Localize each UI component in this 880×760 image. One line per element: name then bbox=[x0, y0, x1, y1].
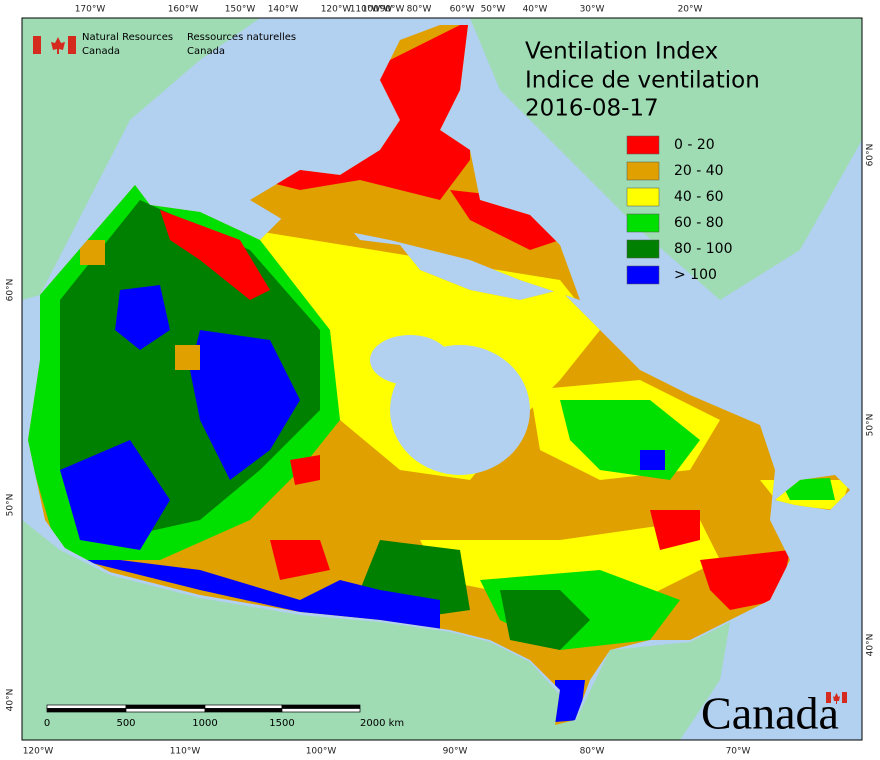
graticule-label: 40°W bbox=[523, 5, 548, 15]
graticule-label: 80°W bbox=[407, 5, 432, 15]
graticule-label: 160°W bbox=[168, 5, 199, 15]
graticule-label: 50°W bbox=[481, 5, 506, 15]
legend-swatch bbox=[626, 239, 660, 259]
agency-en: Canada bbox=[82, 46, 120, 57]
zone bbox=[190, 330, 300, 480]
zone bbox=[175, 345, 200, 370]
title: Ventilation Index bbox=[525, 39, 718, 65]
scale-bar-label: 0 bbox=[44, 718, 50, 729]
zone bbox=[640, 450, 665, 470]
scale-bar-label: 500 bbox=[116, 718, 135, 729]
legend-label: 40 - 60 bbox=[674, 189, 724, 205]
legend-swatch bbox=[626, 213, 660, 233]
scale-bar-segment bbox=[281, 708, 361, 713]
scale-bar-label: 1000 bbox=[192, 718, 217, 729]
flag-bar bbox=[33, 36, 41, 54]
graticule-label: 120°W bbox=[23, 747, 54, 757]
zone bbox=[80, 240, 105, 265]
flag-leaf bbox=[51, 37, 65, 54]
date: 2016-08-17 bbox=[525, 96, 659, 122]
graticule-label: 80°W bbox=[580, 747, 605, 757]
legend-swatch bbox=[626, 187, 660, 207]
legend-swatch bbox=[626, 161, 660, 181]
scale-bar-segment bbox=[204, 704, 283, 709]
graticule-label: 50°N bbox=[6, 494, 16, 517]
scale-bar-segment bbox=[46, 704, 127, 709]
zone bbox=[80, 560, 440, 630]
zone bbox=[270, 540, 330, 580]
usa bbox=[22, 520, 730, 740]
legend-swatch bbox=[626, 135, 660, 155]
graticule-label: 50°N bbox=[866, 414, 876, 437]
scale-bar-segment bbox=[125, 704, 206, 709]
scale-bar-segment bbox=[125, 708, 206, 713]
legend-label: > 100 bbox=[674, 267, 717, 283]
graticule-label: 170°W bbox=[75, 5, 106, 15]
graticule-label: 30°W bbox=[580, 5, 605, 15]
wordmark-leaf bbox=[833, 693, 840, 704]
graticule-label: 150°W bbox=[225, 5, 256, 15]
greenland bbox=[470, 18, 862, 300]
zone bbox=[60, 440, 170, 550]
graticule-label: 40°N bbox=[6, 689, 16, 712]
wordmark-flag bbox=[842, 692, 847, 703]
zone bbox=[700, 550, 790, 610]
graticule-label: 90°W bbox=[443, 747, 468, 757]
hudson-bay-north bbox=[370, 335, 450, 385]
legend-label: 0 - 20 bbox=[674, 137, 715, 153]
agency-fr: Canada bbox=[187, 46, 225, 57]
graticule-label: 110°W bbox=[170, 747, 201, 757]
legend-label: 20 - 40 bbox=[674, 163, 724, 179]
graticule-label: 100°W bbox=[306, 747, 337, 757]
scale-bar-segment bbox=[281, 704, 361, 709]
zone bbox=[555, 680, 585, 722]
graticule-label: 120°W bbox=[321, 5, 352, 15]
zone bbox=[650, 510, 700, 550]
scale-bar-segment bbox=[204, 708, 283, 713]
zone bbox=[160, 210, 270, 300]
zone bbox=[290, 455, 320, 485]
title: Indice de ventilation bbox=[525, 68, 760, 94]
graticule-label: 60°N bbox=[866, 144, 876, 167]
legend-label: 80 - 100 bbox=[674, 241, 733, 257]
graticule-label: 100°W bbox=[362, 5, 393, 15]
scale-bar-segment bbox=[46, 708, 127, 713]
flag-bar bbox=[68, 36, 76, 54]
graticule-label: 110°W bbox=[350, 5, 381, 15]
graticule-label: 40°N bbox=[866, 634, 876, 657]
map-frame bbox=[21, 17, 863, 741]
agency-en: Natural Resources bbox=[82, 32, 173, 43]
agency-fr: Ressources naturelles bbox=[187, 32, 296, 43]
scale-bar-label: 2000 km bbox=[360, 718, 404, 729]
alaska bbox=[22, 18, 260, 300]
graticule-label: 140°W bbox=[268, 5, 299, 15]
graticule-label: 70°W bbox=[726, 747, 751, 757]
graticule-label: 60°W bbox=[450, 5, 475, 15]
legend-swatch bbox=[626, 265, 660, 285]
zone bbox=[500, 590, 590, 650]
scale-bar-label: 1500 bbox=[269, 718, 294, 729]
legend-label: 60 - 80 bbox=[674, 215, 724, 231]
zone bbox=[115, 285, 170, 350]
graticule-label: 90°W bbox=[380, 5, 405, 15]
wordmark-flag bbox=[826, 692, 831, 703]
graticule-label: 60°N bbox=[6, 279, 16, 302]
graticule-label: 20°W bbox=[678, 5, 703, 15]
wordmark: Canada bbox=[701, 688, 839, 739]
